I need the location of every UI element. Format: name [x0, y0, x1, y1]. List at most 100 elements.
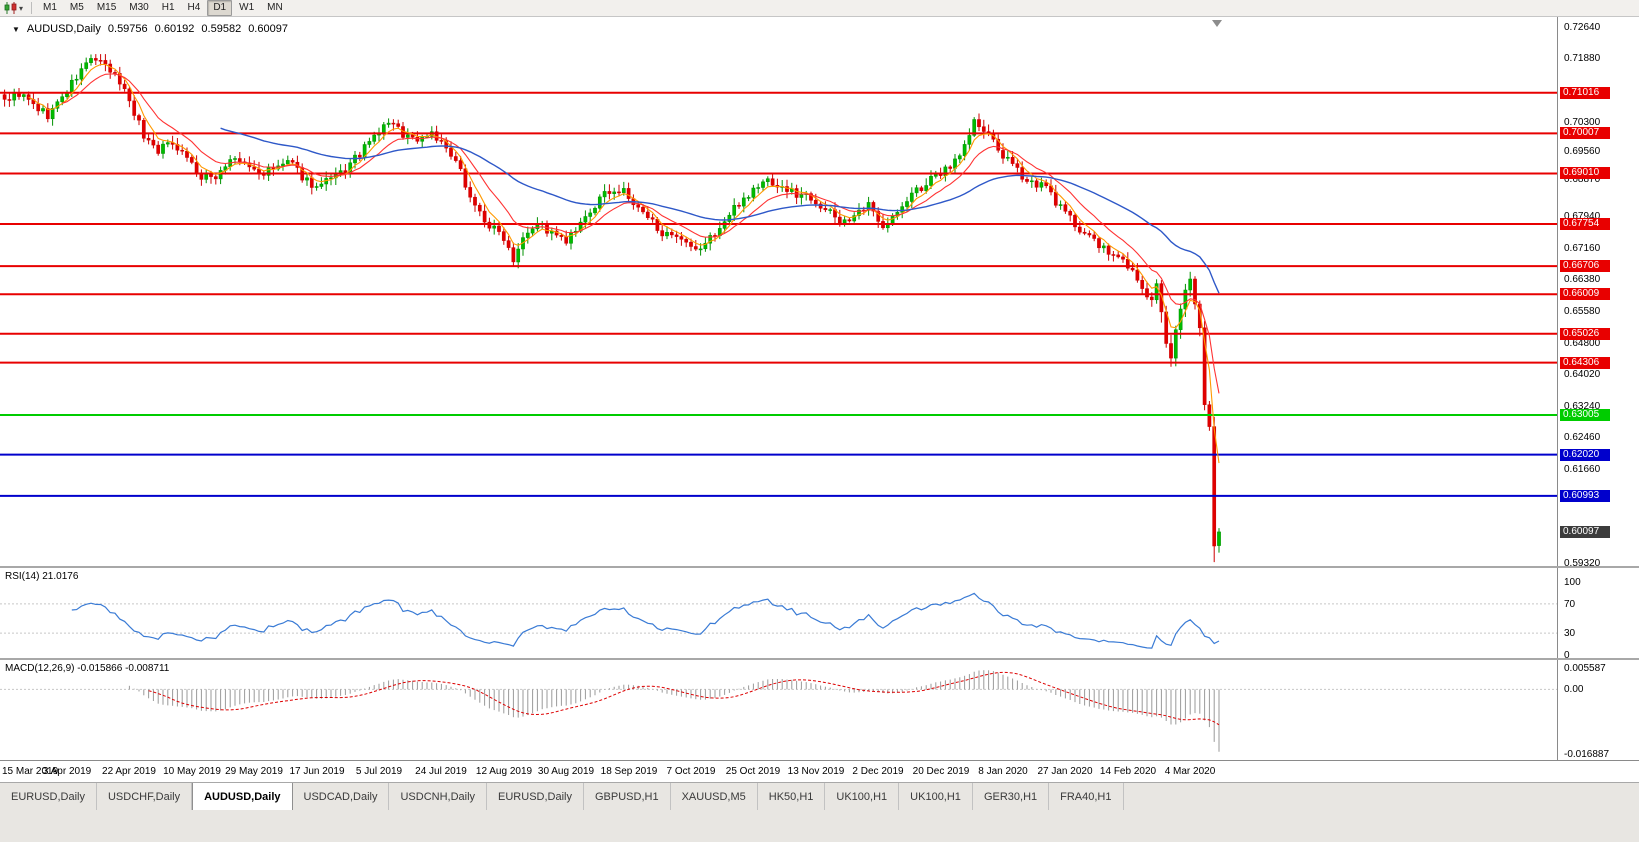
price-line-badge: 0.66706: [1560, 260, 1610, 272]
chart-close-value: 0.60097: [248, 23, 288, 35]
rsi-chart[interactable]: [0, 568, 1557, 658]
macd-axis-label: 0.00: [1564, 684, 1584, 695]
rsi-label: RSI(14) 21.0176: [5, 571, 79, 582]
date-label: 17 Jun 2019: [289, 766, 345, 777]
date-label: 4 Mar 2020: [1164, 766, 1216, 777]
tab-fra40-h1[interactable]: FRA40,H1: [1049, 783, 1124, 810]
price-axis-label: 0.72640: [1564, 22, 1601, 33]
price-axis-label: 0.66380: [1564, 274, 1601, 285]
timeframe-button-d1[interactable]: D1: [207, 0, 233, 16]
tab-uk100-h1[interactable]: UK100,H1: [825, 783, 900, 810]
rsi-panel[interactable]: RSI(14) 21.0176: [0, 568, 1557, 658]
date-label: 20 Dec 2019: [912, 766, 970, 777]
date-label: 13 Nov 2019: [787, 766, 845, 777]
time-axis[interactable]: 15 Mar 2019 3 Apr 2019 22 Apr 2019 10 May 2…: [0, 760, 1639, 782]
price-line-badge: 0.65026: [1560, 328, 1610, 340]
timeframe-button-m15[interactable]: M15: [96, 2, 117, 13]
price-line-badge: 0.67754: [1560, 218, 1610, 230]
date-label: 7 Oct 2019: [666, 766, 716, 777]
tab-ger30-h1[interactable]: GER30,H1: [973, 783, 1050, 810]
tab-xauusd-m5[interactable]: XAUUSD,M5: [671, 783, 758, 810]
price-axis-label: 0.67160: [1564, 243, 1601, 254]
date-label: 2 Dec 2019: [852, 766, 904, 777]
price-chart-panel[interactable]: ▼ AUDUSD,Daily 0.59756 0.60192 0.59582 0…: [0, 17, 1557, 566]
macd-chart[interactable]: [0, 660, 1557, 760]
price-axis-label: 0.63240: [1564, 401, 1601, 412]
tab-eurusd-daily[interactable]: EURUSD,Daily: [0, 783, 97, 810]
chart-open-value: 0.59756: [107, 23, 148, 35]
price-line-badge: 0.69010: [1560, 167, 1610, 179]
price-line-badge: 0.64306: [1560, 357, 1610, 369]
timeframe-button-m30[interactable]: M30: [129, 2, 149, 13]
chart-high-value: 0.60192: [154, 23, 195, 35]
chevron-down-icon[interactable]: ▾: [19, 3, 24, 13]
price-axis-label: 0.70300: [1564, 117, 1601, 128]
date-label: 10 May 2019: [163, 766, 221, 777]
price-line-badge: 0.70007: [1560, 127, 1610, 139]
price-axis[interactable]: 0.72640 0.71880 0.70300 0.69560 0.68870 0.679…: [1557, 17, 1639, 760]
one-click-trading-toggle[interactable]: ▼: [12, 24, 20, 34]
macd-label: MACD(12,26,9) -0.015866 -0.008711: [5, 663, 170, 674]
price-axis-label: 0.68870: [1564, 174, 1601, 185]
chart-symbol-label: AUDUSD,Daily: [26, 23, 101, 35]
price-axis-label: 0.71880: [1564, 53, 1601, 64]
rsi-axis-label: 100: [1564, 577, 1581, 588]
chart-low-value: 0.59582: [201, 23, 242, 35]
tab-hk50-h1[interactable]: HK50,H1: [758, 783, 826, 810]
date-label: 14 Feb 2020: [1099, 766, 1157, 777]
price-axis-label: 0.59320: [1564, 558, 1601, 569]
chart-tabs: EURUSD,Daily USDCHF,Daily AUDUSD,Daily USDC…: [0, 782, 1639, 810]
price-axis-label: 0.69560: [1564, 146, 1601, 157]
date-label: 24 Jul 2019: [415, 766, 467, 777]
timeframe-button-h1[interactable]: H1: [161, 2, 175, 13]
price-chart[interactable]: [0, 17, 1557, 566]
date-label: 18 Sep 2019: [600, 766, 658, 777]
date-label: 12 Aug 2019: [475, 766, 533, 777]
tab-eurusd-daily[interactable]: EURUSD,Daily: [487, 783, 584, 810]
price-axis-label: 0.61660: [1564, 464, 1601, 475]
price-axis-label: 0.64020: [1564, 369, 1601, 380]
rsi-axis-label: 70: [1564, 599, 1576, 610]
rsi-axis-label: 0: [1564, 650, 1570, 661]
timeframe-button-mn[interactable]: MN: [267, 2, 283, 13]
tab-usdcnh-daily[interactable]: USDCNH,Daily: [389, 783, 488, 810]
date-label: 8 Jan 2020: [978, 766, 1028, 777]
price-axis-label: 0.65580: [1564, 306, 1601, 317]
date-label: 30 Aug 2019: [537, 766, 595, 777]
timeframe-button-m5[interactable]: M5: [69, 2, 84, 13]
date-label: 22 Apr 2019: [102, 766, 156, 777]
price-line-badge: 0.66009: [1560, 288, 1610, 300]
macd-panel[interactable]: MACD(12,26,9) -0.015866 -0.008711: [0, 660, 1557, 760]
price-line-badge: 0.71016: [1560, 87, 1610, 99]
price-axis-label: 0.62460: [1564, 432, 1601, 443]
panel-splitter[interactable]: [0, 658, 1639, 660]
date-label: 25 Oct 2019: [725, 766, 781, 777]
timeframe-button-m1[interactable]: M1: [43, 2, 57, 13]
toolbar: ▾ M1 M5 M15 M30 H1 H4 D1 W1 MN: [0, 0, 1639, 17]
date-label: 29 May 2019: [225, 766, 283, 777]
tab-audusd-daily[interactable]: AUDUSD,Daily: [192, 783, 293, 810]
chart-icon[interactable]: [4, 2, 18, 14]
tab-gbpusd-h1[interactable]: GBPUSD,H1: [584, 783, 671, 810]
tab-usdcad-daily[interactable]: USDCAD,Daily: [293, 783, 390, 810]
chart-title: ▼ AUDUSD,Daily 0.59756 0.60192 0.59582 0…: [12, 23, 288, 35]
rsi-axis-label: 30: [1564, 628, 1576, 639]
tab-uk100-h1[interactable]: UK100,H1: [899, 783, 973, 810]
status-bar: [0, 810, 1639, 842]
macd-axis-label: -0.016887: [1564, 749, 1610, 760]
date-label: 5 Jul 2019: [355, 766, 403, 777]
date-label: 15 Mar 2019: [2, 766, 59, 777]
macd-axis-label: 0.005587: [1564, 663, 1606, 674]
panel-splitter[interactable]: [0, 566, 1639, 568]
timeframe-button-h4[interactable]: H4: [187, 2, 201, 13]
date-label: 27 Jan 2020: [1037, 766, 1093, 777]
price-axis-label: 0.67940: [1564, 211, 1601, 222]
price-line-badge: 0.63005: [1560, 409, 1610, 421]
toolbar-separator: [31, 2, 33, 14]
tab-usdchf-daily[interactable]: USDCHF,Daily: [97, 783, 193, 810]
price-axis-label: 0.64800: [1564, 338, 1601, 349]
timeframe-buttons: M1 M5 M15 M30 H1 H4 D1 W1 MN: [37, 0, 289, 16]
date-label: 3 Apr 2019: [42, 766, 92, 777]
timeframe-button-w1[interactable]: W1: [239, 2, 255, 13]
